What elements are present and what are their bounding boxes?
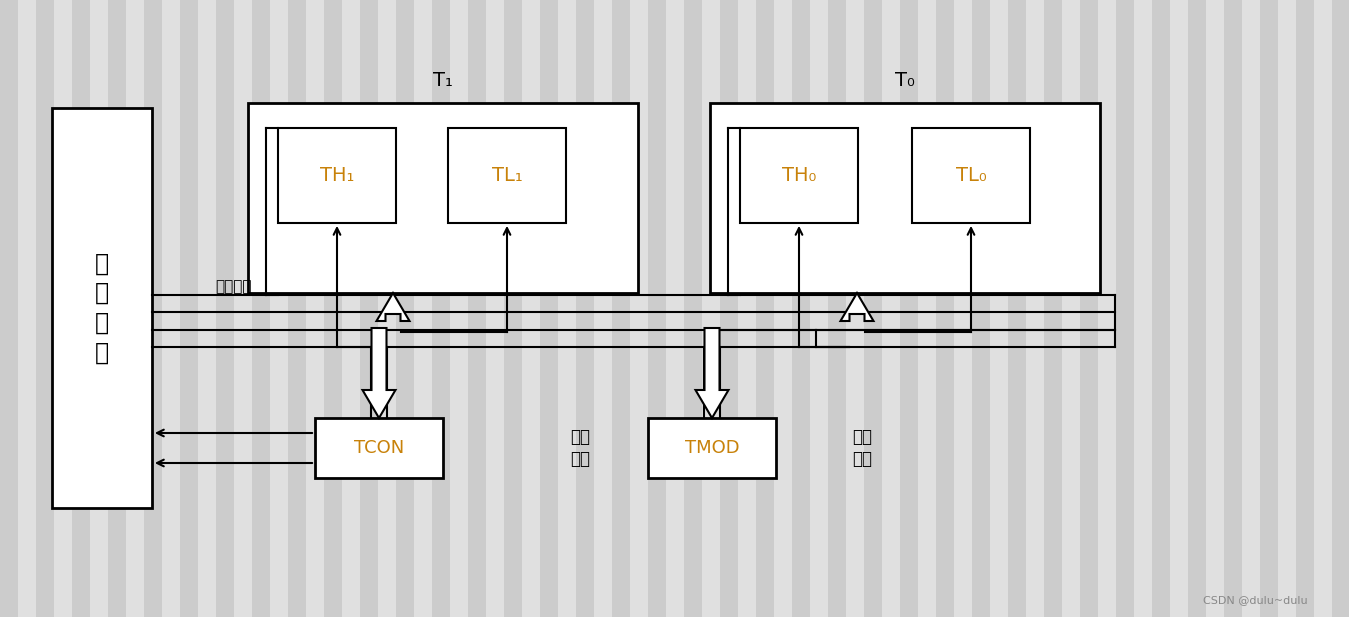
Bar: [248, 103, 638, 293]
Text: TH₁: TH₁: [320, 166, 355, 185]
Bar: [1188, 0, 1206, 617]
Bar: [755, 0, 774, 617]
Text: TL₀: TL₀: [955, 166, 986, 185]
Text: 工作
方式: 工作 方式: [853, 428, 871, 468]
Bar: [973, 0, 990, 617]
Bar: [912, 128, 1031, 223]
Bar: [252, 0, 270, 617]
Polygon shape: [840, 293, 874, 321]
Bar: [1260, 0, 1278, 617]
Bar: [278, 128, 397, 223]
Text: TL₁: TL₁: [491, 166, 522, 185]
Bar: [741, 128, 858, 223]
Bar: [1296, 0, 1314, 617]
Bar: [505, 0, 522, 617]
Bar: [648, 0, 666, 617]
Bar: [792, 0, 809, 617]
Bar: [1044, 0, 1062, 617]
Bar: [576, 0, 594, 617]
Bar: [108, 0, 125, 617]
Bar: [468, 0, 486, 617]
Polygon shape: [696, 328, 728, 418]
Bar: [287, 0, 306, 617]
Text: TMOD: TMOD: [685, 439, 739, 457]
Polygon shape: [363, 328, 395, 418]
Bar: [828, 0, 846, 617]
Bar: [1116, 0, 1135, 617]
Bar: [53, 108, 152, 508]
Polygon shape: [376, 293, 410, 321]
Bar: [448, 128, 567, 223]
Text: 微
处
理
器: 微 处 理 器: [94, 252, 109, 365]
Text: 工作
方式: 工作 方式: [571, 428, 590, 468]
Bar: [397, 0, 414, 617]
Bar: [316, 418, 442, 478]
Bar: [1152, 0, 1170, 617]
Bar: [720, 0, 738, 617]
Bar: [179, 0, 198, 617]
Bar: [936, 0, 954, 617]
Text: TCON: TCON: [353, 439, 405, 457]
Bar: [0, 0, 18, 617]
Bar: [144, 0, 162, 617]
Bar: [360, 0, 378, 617]
Text: T₀: T₀: [896, 72, 915, 91]
Bar: [36, 0, 54, 617]
Bar: [1081, 0, 1098, 617]
Text: CSDN @dulu~dulu: CSDN @dulu~dulu: [1203, 595, 1307, 605]
Text: T₁: T₁: [433, 72, 453, 91]
Bar: [900, 0, 919, 617]
Bar: [1224, 0, 1242, 617]
Bar: [710, 103, 1099, 293]
Bar: [684, 0, 701, 617]
Bar: [612, 0, 630, 617]
Bar: [648, 418, 776, 478]
Text: TH₀: TH₀: [782, 166, 816, 185]
Bar: [863, 0, 882, 617]
Bar: [1008, 0, 1027, 617]
Bar: [324, 0, 343, 617]
Text: 内部总线: 内部总线: [214, 280, 251, 294]
Bar: [1331, 0, 1349, 617]
Bar: [540, 0, 558, 617]
Bar: [216, 0, 233, 617]
Bar: [71, 0, 90, 617]
Bar: [432, 0, 451, 617]
